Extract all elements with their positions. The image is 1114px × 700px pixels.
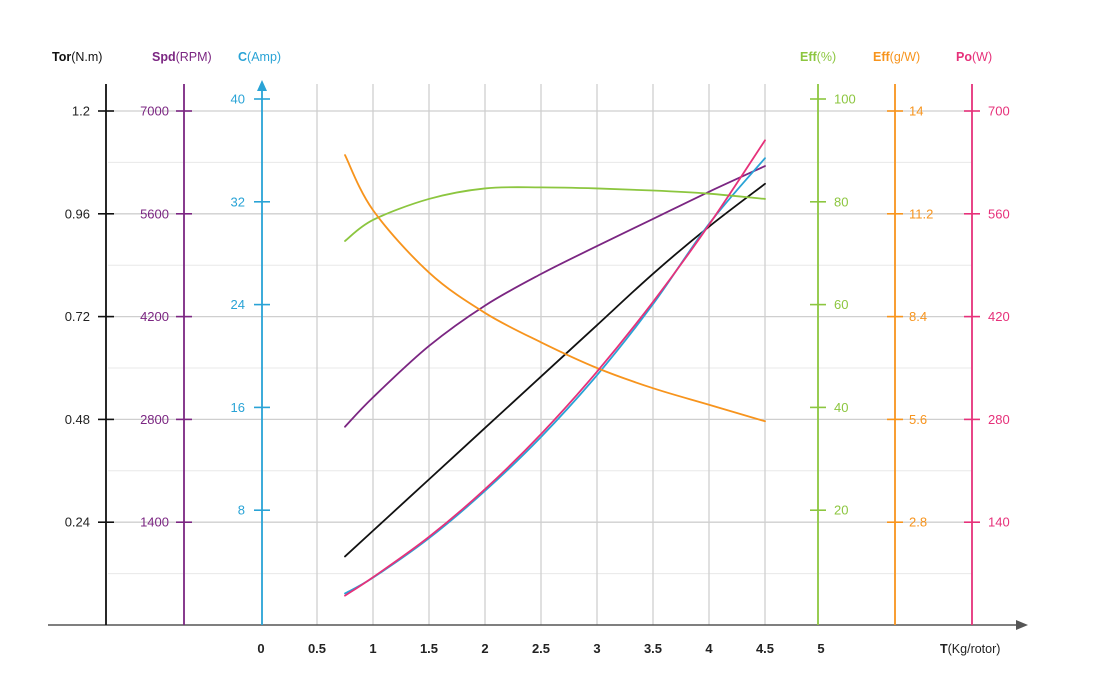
x-tick-label: 1.5 [420,641,438,656]
axis-title-amp: C(Amp) [238,50,281,64]
series-line-spd [344,165,766,428]
tick-label-amp: 32 [231,194,245,209]
x-tick-label: 4 [705,641,713,656]
tick-label-amp: 16 [231,400,245,415]
tick-label-spd: 7000 [140,104,169,119]
x-tick-label: 1 [369,641,376,656]
x-tick-label: 2.5 [532,641,550,656]
tick-label-spd: 5600 [140,206,169,221]
tick-label-effg: 14 [909,104,923,119]
tick-label-po: 280 [988,412,1010,427]
x-tick-label: 2 [481,641,488,656]
tick-label-spd: 1400 [140,515,169,530]
tick-label-tor: 0.24 [65,515,90,530]
tick-label-tor: 1.2 [72,104,90,119]
tick-label-tor: 0.48 [65,412,90,427]
x-axis-title: T(Kg/rotor) [940,642,1000,656]
tick-label-amp: 40 [231,92,245,107]
series-line-effp [344,186,766,242]
tick-label-po: 420 [988,309,1010,324]
tick-label-po: 700 [988,104,1010,119]
tick-label-effp: 100 [834,92,856,107]
x-tick-label: 5 [817,641,824,656]
axis-title-effp: Eff(%) [800,50,836,64]
tick-label-effg: 11.2 [909,206,933,221]
tick-label-tor: 0.96 [65,206,90,221]
tick-label-effg: 2.8 [909,515,927,530]
series-line-po [344,139,766,597]
x-tick-label: 3.5 [644,641,662,656]
x-axis-arrow-icon [1016,620,1028,630]
tick-label-po: 560 [988,206,1010,221]
series-line-tor [344,182,766,558]
tick-label-spd: 4200 [140,309,169,324]
x-tick-label: 3 [593,641,600,656]
axis-arrow-icon [257,80,267,91]
tick-label-po: 140 [988,515,1010,530]
x-tick-label: 0 [257,641,264,656]
tick-label-effp: 40 [834,400,848,415]
axis-title-tor: Tor(N.m) [52,50,102,64]
tick-label-effp: 20 [834,503,848,518]
series-line-amp [344,157,766,595]
tick-label-spd: 2800 [140,412,169,427]
axis-title-po: Po(W) [956,50,992,64]
tick-label-effg: 8.4 [909,309,927,324]
axis-title-effg: Eff(g/W) [873,50,920,64]
tick-label-amp: 8 [238,503,245,518]
series-line-effg [344,154,766,423]
tick-label-amp: 24 [231,297,245,312]
tick-label-effg: 5.6 [909,412,927,427]
x-tick-label: 0.5 [308,641,326,656]
axis-title-spd: Spd(RPM) [152,50,212,64]
tick-label-effp: 80 [834,194,848,209]
x-tick-label: 4.5 [756,641,774,656]
tick-label-tor: 0.72 [65,309,90,324]
tick-label-effp: 60 [834,297,848,312]
